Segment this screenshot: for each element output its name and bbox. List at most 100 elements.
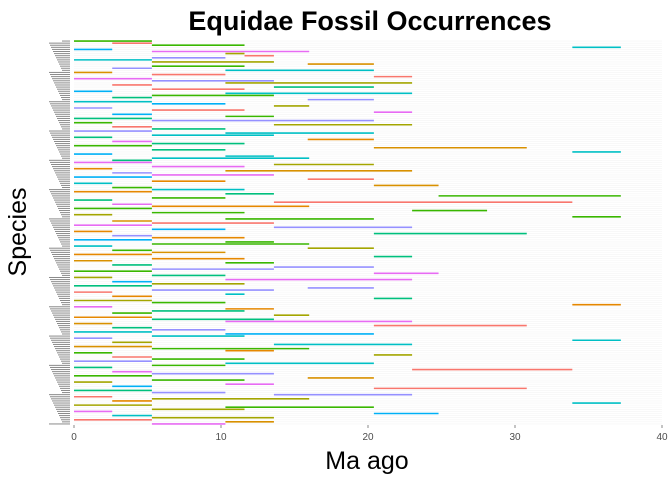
y-tick-label: [59, 92, 70, 94]
y-tick-label: [51, 134, 70, 136]
y-tick-label: [57, 88, 70, 90]
y-tick-label: [56, 233, 70, 235]
y-tick-label: [60, 153, 70, 155]
y-tick-label: [55, 406, 70, 408]
y-tick-label: [56, 57, 70, 59]
x-tick-label: 0: [71, 432, 77, 443]
x-axis-title: Ma ago: [325, 447, 408, 475]
y-tick-label: [54, 111, 70, 113]
y-tick-label: [61, 419, 70, 421]
y-tick-label: [58, 120, 70, 122]
y-tick-label: [56, 262, 70, 264]
y-tick-label: [49, 71, 70, 73]
y-tick-label: [62, 40, 70, 42]
y-tick-label: [52, 341, 70, 343]
y-tick-label: [50, 337, 70, 339]
y-tick-label: [52, 371, 70, 373]
y-tick-label: [57, 117, 70, 119]
y-tick-label: [62, 128, 70, 130]
y-tick-label: [50, 308, 70, 310]
y-tick-label: [52, 253, 70, 255]
y-tick-label: [49, 306, 70, 308]
y-tick-label: [56, 408, 70, 410]
y-tick-label: [51, 163, 70, 165]
y-tick-label: [54, 375, 70, 377]
y-tick-label: [55, 377, 70, 379]
y-tick-label: [49, 276, 70, 278]
y-tick-label: [50, 74, 70, 76]
y-tick-label: [51, 310, 70, 312]
y-tick-label: [58, 383, 70, 385]
y-tick-label: [60, 329, 70, 331]
y-tick-label: [60, 417, 70, 419]
y-tick-label: [58, 207, 70, 209]
y-tick-label: [61, 214, 70, 216]
y-tick-label: [57, 323, 70, 325]
y-tick-label: [55, 348, 70, 350]
y-tick-label: [58, 412, 70, 414]
y-tick-label: [58, 149, 70, 151]
y-tick-label: [55, 230, 70, 232]
y-tick-label: [51, 222, 70, 224]
x-tick-label: 30: [509, 432, 521, 443]
y-tick-label: [51, 398, 70, 400]
y-axis-title: Species: [4, 188, 32, 277]
y-tick-label: [62, 333, 70, 335]
y-tick-label: [51, 339, 70, 341]
y-tick-label: [52, 48, 70, 50]
y-tick-label: [62, 392, 70, 394]
y-tick-label: [49, 247, 70, 249]
y-tick-label: [53, 197, 70, 199]
y-tick-label: [56, 203, 70, 205]
x-tick-label: 20: [362, 432, 374, 443]
y-tick-label: [59, 356, 70, 358]
y-tick-label: [61, 155, 70, 157]
y-tick-label: [58, 90, 70, 92]
y-tick-label: [53, 402, 70, 404]
y-tick-label: [62, 362, 70, 364]
y-tick-label: [49, 42, 70, 44]
y-tick-label: [58, 61, 70, 63]
y-tick-label: [55, 318, 70, 320]
y-tick-label: [60, 212, 70, 214]
y-tick-label: [58, 325, 70, 327]
y-tick-label: [58, 237, 70, 239]
y-tick-label: [59, 151, 70, 153]
y-tick-label: [55, 289, 70, 291]
y-tick-label: [50, 161, 70, 163]
y-tick-label: [55, 260, 70, 262]
y-tick-label: [57, 176, 70, 178]
y-tick-label: [57, 147, 70, 149]
y-tick-label: [62, 157, 70, 159]
y-tick-label: [50, 191, 70, 193]
y-tick-label: [57, 264, 70, 266]
y-tick-label: [59, 239, 70, 241]
y-tick-label: [62, 99, 70, 101]
y-tick-label: [50, 103, 70, 105]
y-tick-label: [60, 124, 70, 126]
y-tick-label: [58, 354, 70, 356]
y-tick-label: [61, 97, 70, 99]
y-tick-label: [49, 423, 70, 425]
y-tick-label: [62, 69, 70, 71]
y-tick-label: [55, 172, 70, 174]
y-tick-label: [57, 293, 70, 295]
y-tick-label: [56, 86, 70, 88]
y-tick-label: [56, 291, 70, 293]
y-tick-label: [59, 268, 70, 270]
y-tick-label: [49, 159, 70, 161]
y-tick-label: [58, 178, 70, 180]
y-tick-label: [54, 140, 70, 142]
y-tick-label: [57, 205, 70, 207]
y-tick-label: [50, 132, 70, 134]
y-tick-label: [61, 302, 70, 304]
x-tick-label: 10: [215, 432, 227, 443]
y-tick-label: [52, 166, 70, 168]
y-tick-label: [54, 228, 70, 230]
y-tick-label: [51, 251, 70, 253]
y-tick-label: [49, 218, 70, 220]
y-tick-label: [56, 379, 70, 381]
y-tick-label: [52, 78, 70, 80]
y-tick-label: [52, 283, 70, 285]
y-tick-label: [62, 216, 70, 218]
